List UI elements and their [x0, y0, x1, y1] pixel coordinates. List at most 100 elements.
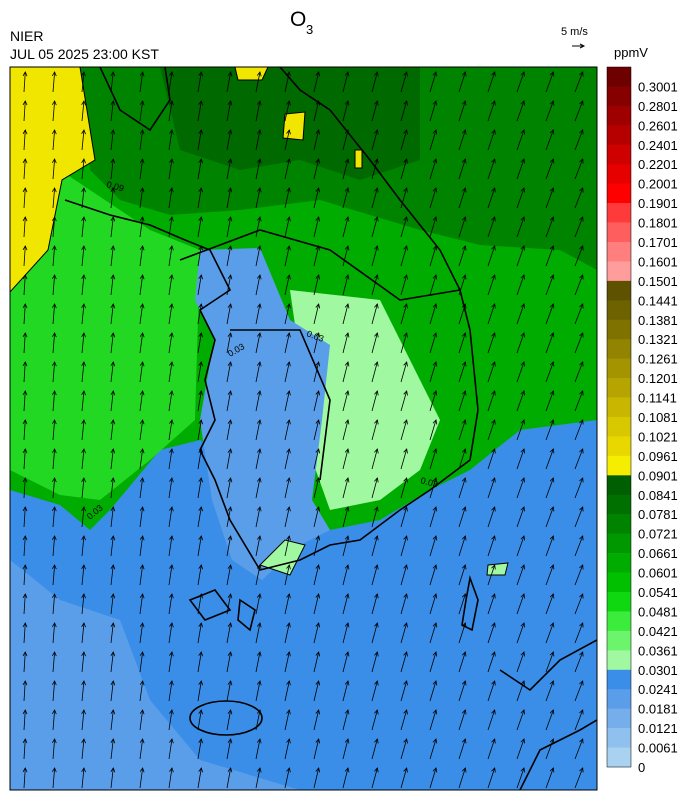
wind-arrow-head	[256, 71, 262, 77]
wind-arrow-head	[198, 709, 204, 715]
wind-arrow-head	[286, 245, 291, 251]
wind-arrow-head	[198, 506, 204, 512]
wind-arrow	[400, 100, 408, 122]
wind-arrow	[429, 448, 437, 470]
field-high-patch	[234, 67, 363, 169]
wind-arrow-head	[432, 187, 438, 193]
wind-arrow	[458, 158, 466, 180]
wind-arrow-head	[315, 738, 321, 744]
wind-arrow-head	[22, 129, 28, 135]
wind-arrow-head	[520, 419, 525, 425]
wind-arrow-head	[198, 680, 204, 686]
wind-arrow	[284, 651, 290, 673]
wind-arrow	[487, 738, 496, 760]
wind-arrow	[110, 100, 114, 122]
wind-arrow-head	[491, 651, 496, 657]
wind-arrow-head	[461, 564, 467, 570]
wind-arrow	[429, 622, 437, 644]
wind-arrow	[139, 564, 144, 586]
wind-arrow-head	[286, 535, 291, 541]
wind-arrow-head	[286, 564, 291, 570]
wind-arrow	[168, 187, 173, 209]
wind-arrow-head	[344, 564, 350, 570]
wind-arrow	[52, 709, 56, 731]
wind-arrow	[110, 651, 114, 673]
wind-arrow-head	[579, 71, 584, 77]
wind-arrow-head	[344, 419, 350, 425]
wind-arrow-head	[256, 100, 262, 106]
wind-arrow-head	[139, 303, 145, 309]
wind-arrow	[516, 564, 525, 586]
wind-arrow	[371, 419, 378, 441]
wind-arrow-head	[432, 680, 438, 686]
wind-arrow	[197, 767, 202, 789]
wind-arrow-head	[227, 680, 233, 686]
wind-arrow-head	[491, 274, 496, 280]
wind-arrow	[574, 332, 584, 354]
wind-arrow-head	[432, 506, 438, 512]
wind-arrow	[81, 651, 85, 673]
wind-arrow-head	[110, 158, 116, 164]
wind-arrow-head	[139, 622, 145, 628]
wind-arrow	[226, 361, 232, 383]
wind-arrow	[487, 535, 496, 557]
colorbar-segment	[607, 747, 631, 768]
wind-arrow	[226, 448, 232, 470]
wind-arrow	[284, 245, 290, 267]
wind-arrow-head	[227, 448, 233, 454]
wind-arrow-head	[344, 593, 350, 599]
wind-arrow-head	[81, 709, 86, 715]
wind-arrow	[139, 622, 144, 644]
wind-arrow-head	[51, 651, 57, 657]
wind-arrow	[458, 71, 466, 93]
wind-arrow	[197, 680, 202, 702]
wind-arrow-head	[198, 564, 204, 570]
wind-arrow	[226, 564, 232, 586]
wind-arrow-head	[315, 564, 321, 570]
wind-arrow-head	[579, 593, 584, 599]
wind-arrow-head	[256, 158, 262, 164]
wind-arrow	[23, 622, 26, 644]
wind-arrow	[168, 332, 173, 354]
wind-arrow-head	[461, 448, 467, 454]
wind-arrow-head	[549, 216, 555, 222]
colorbar-segment	[607, 339, 631, 359]
wind-arrow-head	[22, 332, 28, 338]
wind-arrow	[110, 390, 114, 412]
wind-arrow	[545, 506, 554, 528]
colorbar-segment	[607, 358, 631, 379]
wind-arrow-head	[227, 100, 233, 106]
wind-arrow-head	[374, 390, 379, 396]
wind-arrow	[371, 216, 378, 238]
wind-arrow	[429, 564, 437, 586]
wind-arrow-head	[344, 332, 350, 338]
wind-arrow	[139, 216, 144, 238]
wind-arrow	[487, 709, 496, 731]
wind-arrow	[313, 593, 320, 615]
wind-arrow-head	[579, 535, 584, 541]
wind-arrow-head	[110, 361, 116, 367]
wind-arrow	[371, 622, 378, 644]
wind-arrow	[487, 680, 496, 702]
wind-arrow-head	[461, 680, 467, 686]
wind-arrow-head	[432, 419, 438, 425]
wind-arrow	[52, 332, 56, 354]
wind-arrow-head	[549, 622, 555, 628]
wind-arrow	[458, 245, 466, 267]
wind-arrow-head	[51, 245, 57, 251]
wind-arrow	[458, 274, 466, 296]
colorbar-segment	[607, 300, 631, 321]
wind-arrow-head	[432, 767, 438, 773]
wind-arrow-head	[403, 187, 408, 193]
wind-arrow	[168, 71, 173, 93]
wind-arrow-head	[403, 245, 408, 251]
wind-arrow	[139, 303, 144, 325]
wind-arrow-head	[198, 158, 204, 164]
wind-arrow-head	[549, 361, 555, 367]
wind-arrow	[197, 245, 202, 267]
wind-arrow	[23, 448, 26, 470]
wind-arrow-head	[227, 709, 233, 715]
wind-arrow-head	[81, 216, 86, 222]
colorbar-segment	[607, 630, 631, 651]
wind-arrow	[284, 419, 290, 441]
